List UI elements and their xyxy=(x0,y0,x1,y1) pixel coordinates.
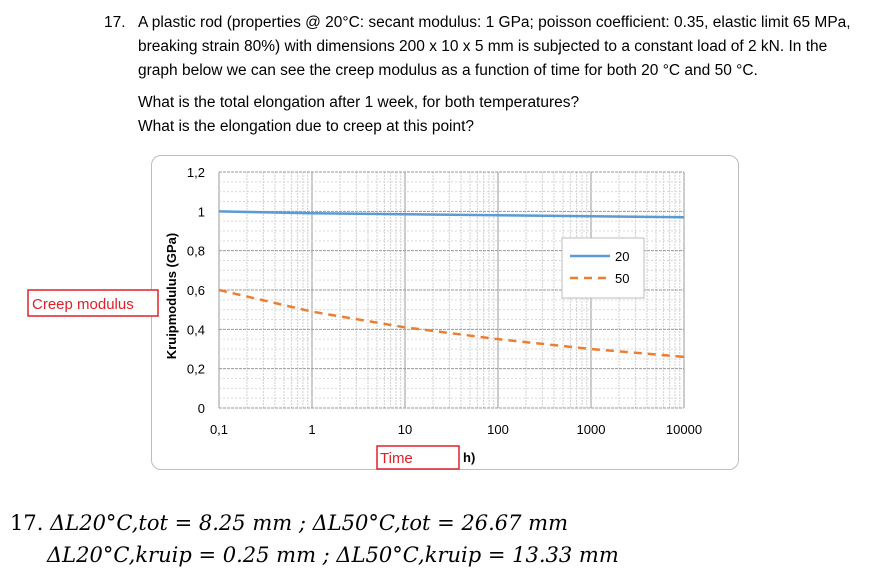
y-tick-label: 0,2 xyxy=(187,362,205,377)
time-annotation: Time xyxy=(380,450,413,467)
creep-modulus-annotation-box xyxy=(27,289,159,317)
legend-label-20: 20 xyxy=(615,249,629,264)
x-tick-label: 10 xyxy=(398,422,412,437)
x-tick-label: 100 xyxy=(487,422,509,437)
x-axis-label: h) xyxy=(463,450,475,465)
question-text: A plastic rod (properties @ 20°C: secant… xyxy=(138,14,851,79)
answer-line-1: 17. ΔL20°C,tot = 8.25 mm ; ΔL50°C,tot = … xyxy=(10,507,619,539)
creep-modulus-annotation: Creep modulus xyxy=(32,296,134,313)
answer-text-1: ΔL20°C,tot = 8.25 mm ; ΔL50°C,tot = 26.6… xyxy=(50,511,568,535)
y-tick-label: 0,6 xyxy=(187,283,205,298)
x-tick-label: 0,1 xyxy=(210,422,228,437)
y-tick-label: 1 xyxy=(198,204,205,219)
question-block: 17. A plastic rod (properties @ 20°C: se… xyxy=(104,11,864,139)
x-tick-label: 10000 xyxy=(666,422,702,437)
legend-label-50: 50 xyxy=(615,271,629,286)
question-number: 17. xyxy=(104,14,126,31)
time-annotation-box xyxy=(376,445,460,470)
x-tick-label: 1000 xyxy=(577,422,606,437)
y-tick-label: 1,2 xyxy=(187,165,205,180)
x-tick-label: 1 xyxy=(308,422,315,437)
creep-modulus-chart: 0 0,2 0,4 0,6 0,8 1 1,2 0,1 1 10 100 1000 10000 Kruip… xyxy=(27,165,702,470)
answer-line-2: ΔL20°C,kruip = 0.25 mm ; ΔL50°C,kruip = … xyxy=(10,539,619,571)
y-tick-label: 0 xyxy=(198,401,205,416)
legend-box xyxy=(561,237,645,299)
question-sub-2: What is the elongation due to creep at t… xyxy=(138,118,475,135)
series-line-20 xyxy=(218,210,685,219)
question-sub-1: What is the total elongation after 1 wee… xyxy=(138,94,580,111)
answer-number: 17. xyxy=(10,511,44,535)
answer-block: 17. ΔL20°C,tot = 8.25 mm ; ΔL50°C,tot = … xyxy=(10,507,619,571)
y-tick-label: 0,8 xyxy=(187,244,205,259)
y-tick-label: 0,4 xyxy=(187,322,205,337)
y-axis-label: Kruipmodulus (GPa) xyxy=(164,233,179,359)
answer-text-2: ΔL20°C,kruip = 0.25 mm ; ΔL50°C,kruip = … xyxy=(47,543,619,567)
series-line-50 xyxy=(218,288,685,359)
